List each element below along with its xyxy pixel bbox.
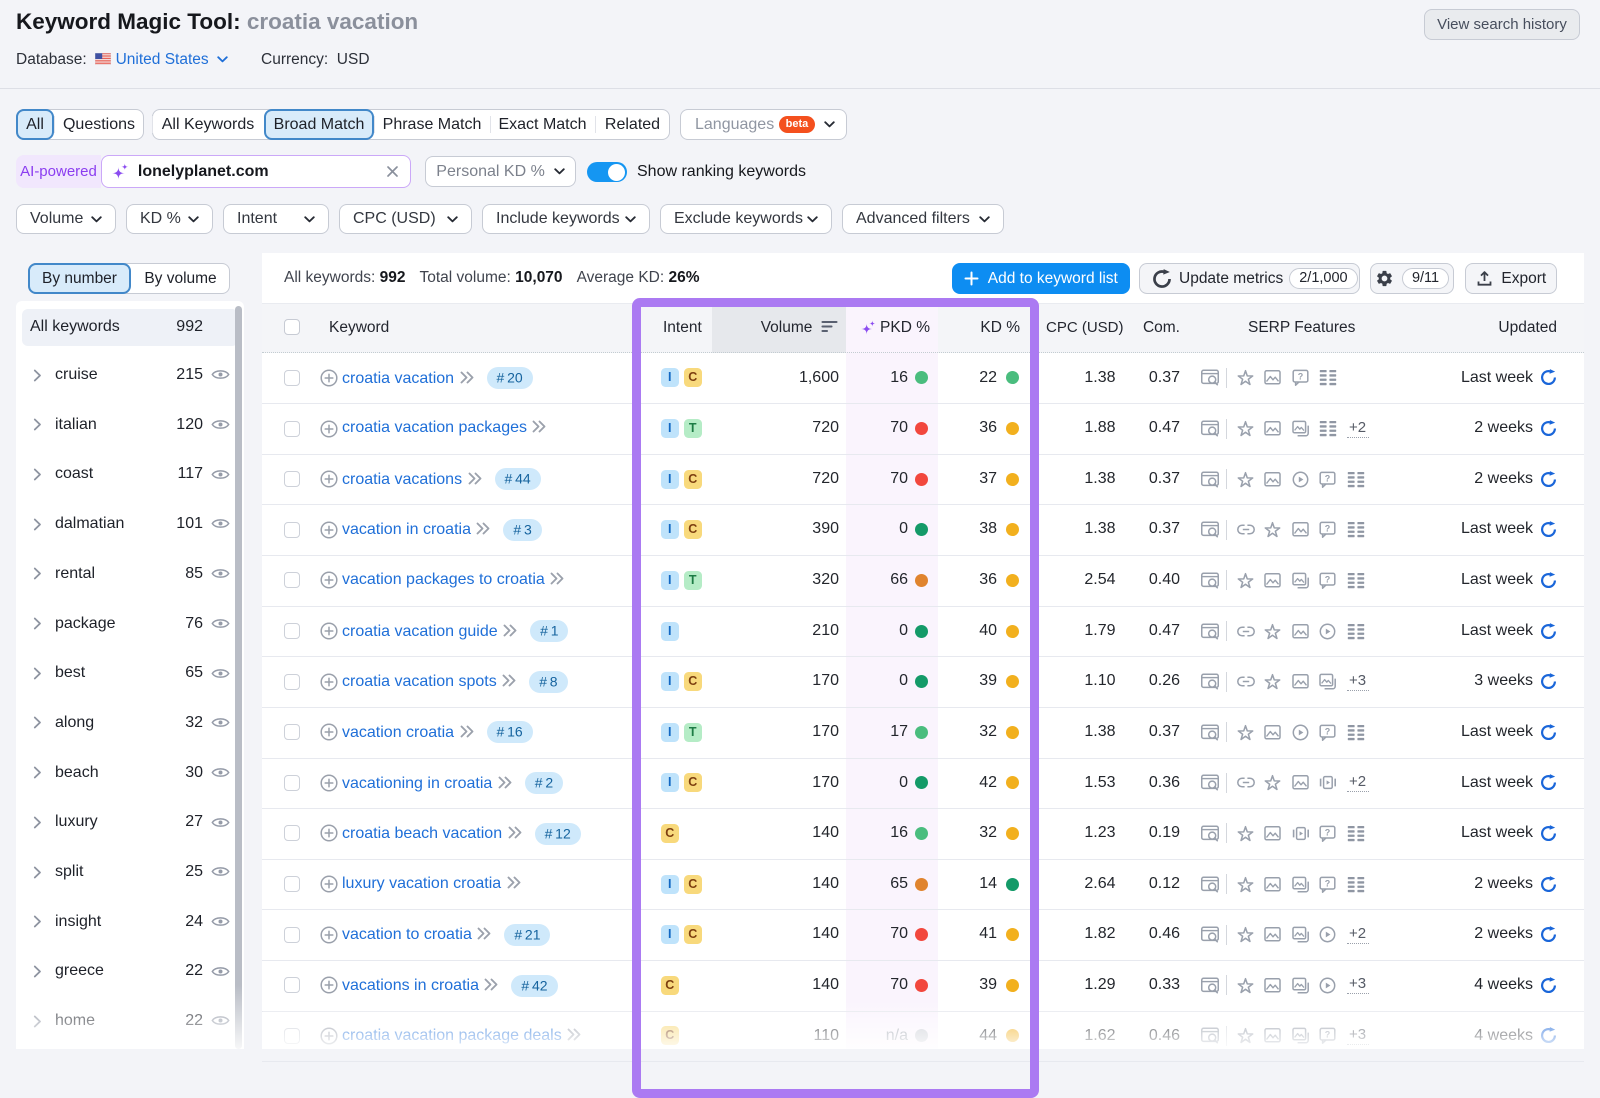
svg-text:?: ? [1297, 372, 1303, 382]
svg-text:?: ? [1325, 726, 1331, 736]
svg-text:?: ? [1325, 828, 1331, 838]
svg-text:?: ? [1325, 574, 1331, 584]
svg-text:?: ? [1325, 473, 1331, 483]
svg-text:?: ? [1325, 524, 1331, 534]
svg-text:?: ? [1325, 878, 1331, 888]
